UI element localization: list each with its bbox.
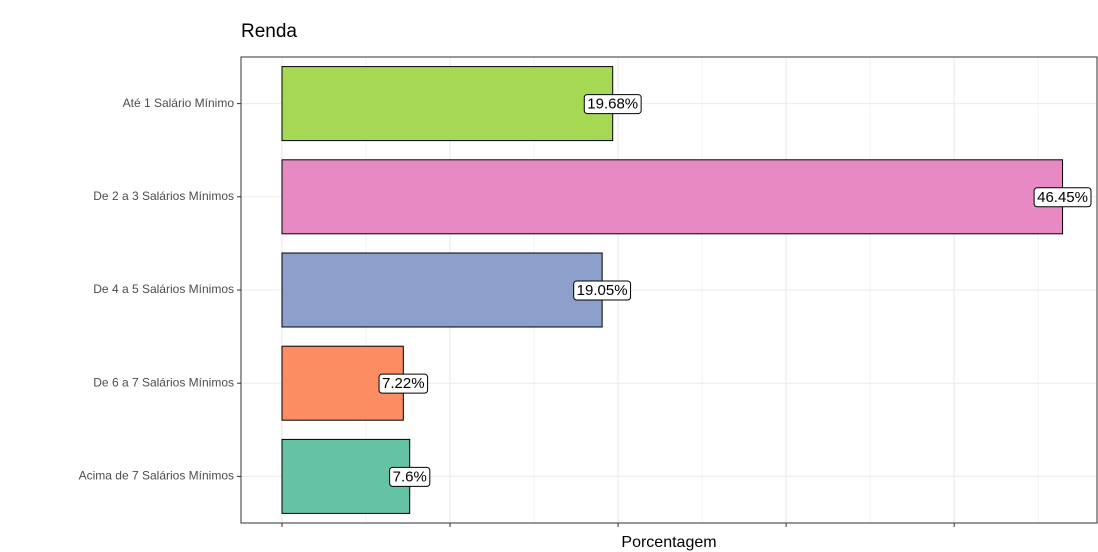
data-label: 46.45%	[1037, 189, 1088, 206]
y-tick-label: De 4 a 5 Salários Mínimos	[93, 282, 234, 296]
y-tick-label: De 2 a 3 Salários Mínimos	[93, 189, 234, 203]
data-label-box	[378, 373, 429, 394]
data-label: 19.05%	[577, 282, 628, 299]
bar	[281, 252, 603, 328]
data-label: 19.68%	[587, 96, 638, 113]
chart-title: Renda	[241, 21, 297, 42]
y-tick-label: Acima de 7 Salários Mínimos	[79, 469, 234, 483]
x-axis-label: Porcentagem	[621, 534, 716, 551]
bar	[281, 438, 411, 514]
bar	[281, 66, 614, 142]
bar	[281, 159, 1064, 235]
data-label-box	[573, 280, 632, 301]
data-label: 7.6%	[393, 468, 427, 485]
data-label-box	[583, 94, 642, 115]
data-label: 7.22%	[382, 375, 425, 392]
data-label-box	[389, 466, 431, 487]
y-tick-label: Até 1 Salário Mínimo	[123, 96, 235, 110]
y-tick-label: De 6 a 7 Salários Mínimos	[93, 375, 234, 389]
data-label-box	[1033, 187, 1092, 208]
panel-border	[240, 56, 1098, 524]
